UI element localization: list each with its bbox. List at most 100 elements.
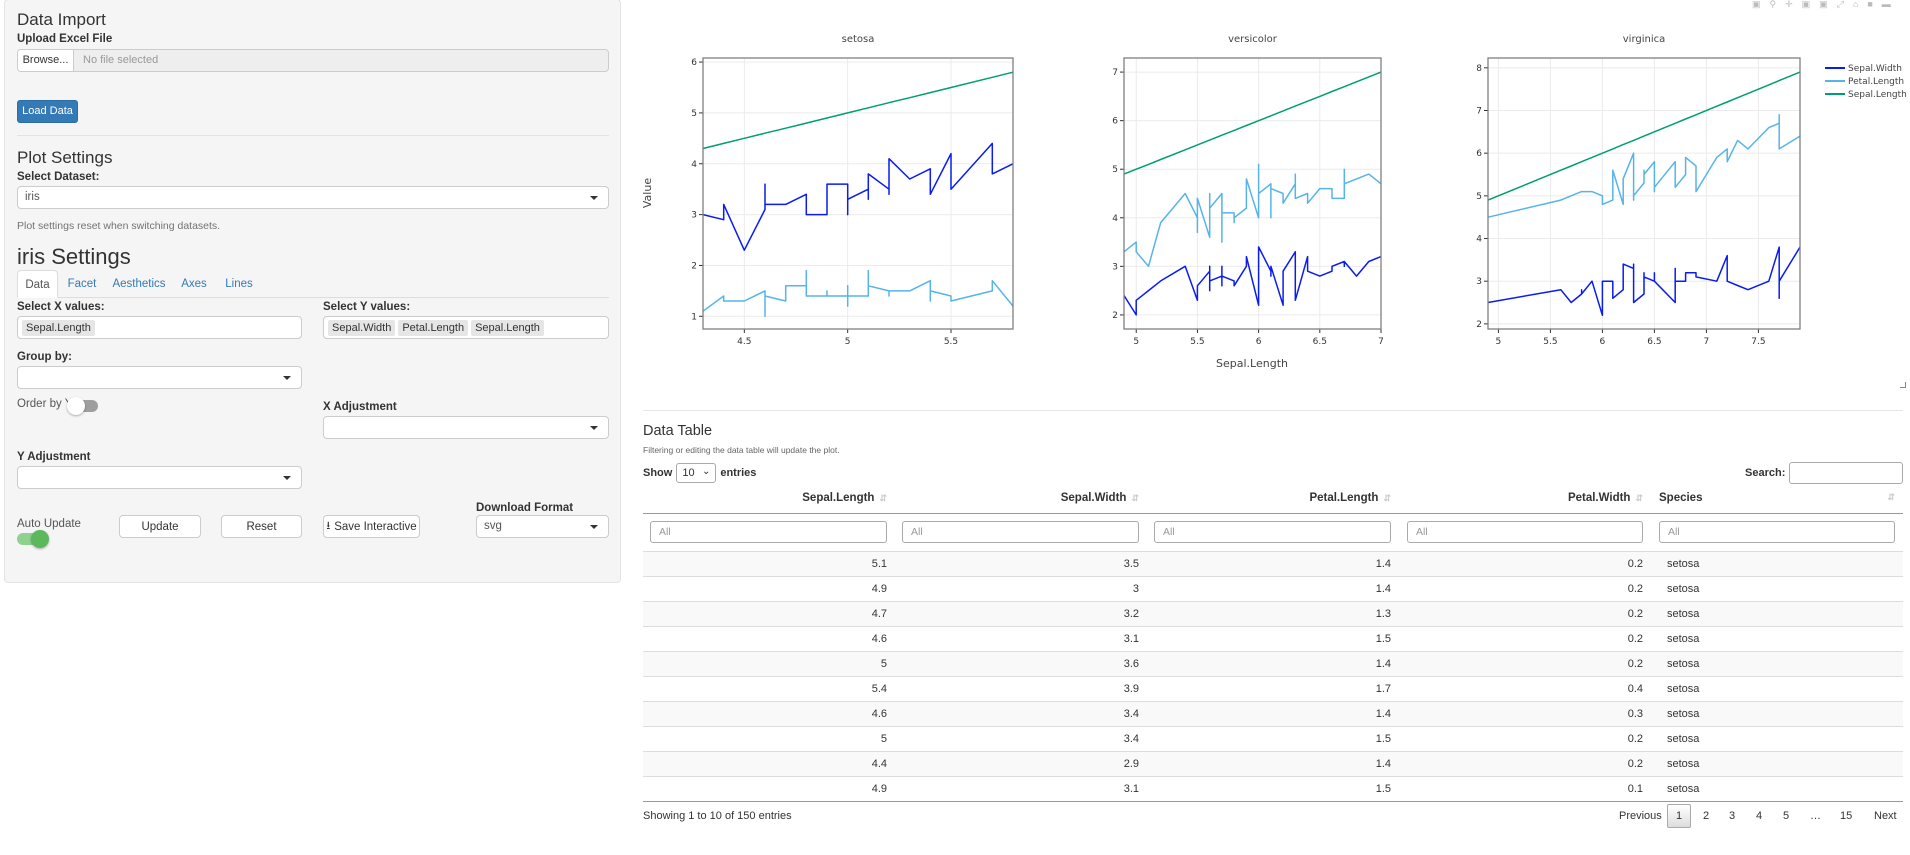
x-values-input[interactable]: Sepal.Length bbox=[17, 316, 302, 339]
y-tick-label: 6 bbox=[1112, 117, 1118, 127]
resize-handle[interactable] bbox=[1900, 382, 1906, 388]
table-row[interactable]: 4.6 3.4 1.4 0.3 setosa bbox=[643, 701, 1903, 726]
update-button[interactable]: Update bbox=[119, 515, 201, 538]
pagination-page[interactable]: 2 bbox=[1703, 810, 1710, 822]
upload-label: Upload Excel File bbox=[17, 33, 113, 45]
zoom-in-icon[interactable]: ▣ bbox=[1801, 0, 1811, 9]
x-tick-label: 5.5 bbox=[1543, 337, 1557, 347]
table-cell: 3.5 bbox=[1123, 558, 1139, 570]
tab-aesthetics[interactable]: Aesthetics bbox=[112, 278, 166, 290]
column-header-species[interactable]: Species ⇵ bbox=[1659, 492, 1895, 504]
browse-button[interactable]: Browse... bbox=[18, 50, 74, 71]
load-data-button[interactable]: Load Data bbox=[17, 100, 78, 123]
y-adjustment-select[interactable] bbox=[17, 466, 302, 489]
divider bbox=[643, 410, 1903, 411]
table-bottom-border bbox=[643, 801, 1903, 802]
order-by-y-toggle[interactable] bbox=[67, 397, 98, 415]
file-placeholder: No file selected bbox=[83, 54, 159, 66]
table-row[interactable]: 5.4 3.9 1.7 0.4 setosa bbox=[643, 676, 1903, 701]
column-header-sepal-width[interactable]: Sepal.Width ⇵ bbox=[1060, 492, 1139, 504]
table-cell: setosa bbox=[1667, 633, 1700, 645]
zoom-out-icon[interactable]: ▣ bbox=[1819, 0, 1828, 9]
table-cell: 3.2 bbox=[1123, 608, 1139, 620]
filter-petal-width[interactable]: All bbox=[1407, 521, 1643, 543]
table-cell: 1.5 bbox=[1375, 633, 1391, 645]
dataset-value: iris bbox=[25, 191, 40, 203]
page-length-select[interactable]: 10 ⌄ bbox=[676, 463, 717, 483]
filter-sepal-length[interactable]: All bbox=[650, 521, 887, 543]
pagination-page[interactable]: 4 bbox=[1756, 810, 1763, 822]
compare-icon[interactable]: ▬ bbox=[1881, 0, 1891, 9]
tab-lines[interactable]: Lines bbox=[225, 278, 253, 290]
file-upload-input[interactable]: Browse... No file selected bbox=[17, 49, 609, 72]
filter-species[interactable]: All bbox=[1659, 521, 1895, 543]
series-line-sepal-length bbox=[702, 71, 1014, 150]
y-tick-label: 1 bbox=[691, 312, 697, 322]
filter-petal-length[interactable]: All bbox=[1154, 521, 1391, 543]
auto-update-toggle[interactable] bbox=[17, 530, 49, 548]
search-input[interactable] bbox=[1789, 462, 1903, 484]
pagination-page[interactable]: 3 bbox=[1729, 810, 1736, 822]
table-cell: 5.1 bbox=[871, 558, 887, 570]
filter-sepal-width[interactable]: All bbox=[902, 521, 1139, 543]
x-tick-label: 5.5 bbox=[1190, 337, 1204, 347]
home-icon[interactable]: ⌂ bbox=[1852, 0, 1859, 9]
column-header-petal-width[interactable]: Petal.Width ⇵ bbox=[1567, 492, 1643, 504]
pagination-next[interactable]: Next bbox=[1874, 810, 1897, 822]
x-tick-label: 5 bbox=[1496, 337, 1502, 347]
save-interactive-button[interactable]: ⭳ Save Interactive bbox=[323, 515, 420, 538]
table-row[interactable]: 4.9 3 1.4 0.2 setosa bbox=[643, 576, 1903, 601]
column-header-sepal-length[interactable]: Sepal.Length ⇵ bbox=[802, 492, 887, 504]
y-tick-label: 3 bbox=[1112, 262, 1118, 272]
table-row[interactable]: 5.1 3.5 1.4 0.2 setosa bbox=[643, 551, 1903, 576]
table-cell: 4.6 bbox=[871, 708, 887, 720]
toggle-knob bbox=[31, 530, 49, 548]
series-line-sepal-width bbox=[702, 142, 1014, 251]
hover-icon[interactable]: ■ bbox=[1867, 0, 1873, 9]
table-row[interactable]: 4.7 3.2 1.3 0.2 setosa bbox=[643, 601, 1903, 626]
table-row[interactable]: 4.4 2.9 1.4 0.2 setosa bbox=[643, 751, 1903, 776]
pagination-page-current[interactable]: 1 bbox=[1667, 804, 1691, 828]
column-header-petal-length[interactable]: Petal.Length ⇵ bbox=[1309, 492, 1391, 504]
zoom-icon[interactable]: ⚲ bbox=[1769, 0, 1777, 9]
camera-icon[interactable]: ▣ bbox=[1752, 0, 1761, 9]
pagination-page[interactable]: 5 bbox=[1783, 810, 1790, 822]
y-value-chip[interactable]: Petal.Length bbox=[398, 320, 469, 336]
tab-facet[interactable]: Facet bbox=[67, 278, 97, 290]
tab-data[interactable]: Data bbox=[17, 270, 58, 298]
sort-icon: ⇵ bbox=[1887, 492, 1895, 502]
facet-virginica: 2 3 4 5 6 7 8 5 5.5 6 6.5 7 7.5 virginica bbox=[1476, 34, 1801, 347]
y-tick-label: 4 bbox=[1476, 235, 1482, 245]
y-values-input[interactable]: Sepal.Width Petal.Length Sepal.Length bbox=[323, 316, 609, 339]
data-import-title: Data Import bbox=[17, 10, 106, 29]
group-by-select[interactable] bbox=[17, 366, 302, 389]
dataset-helper-text: Plot settings reset when switching datas… bbox=[17, 220, 221, 232]
x-value-chip[interactable]: Sepal.Length bbox=[22, 320, 95, 336]
table-cell: 0.2 bbox=[1627, 658, 1643, 670]
table-row[interactable]: 5 3.6 1.4 0.2 setosa bbox=[643, 651, 1903, 676]
reset-button[interactable]: Reset bbox=[221, 515, 302, 538]
table-cell: 3.1 bbox=[1123, 633, 1139, 645]
pan-icon[interactable]: ✛ bbox=[1785, 0, 1793, 9]
caret-down-icon bbox=[590, 196, 598, 200]
x-tick-label: 6.5 bbox=[1313, 337, 1327, 347]
x-tick-label: 6 bbox=[1256, 337, 1262, 347]
faceted-line-chart[interactable]: 1 2 3 4 5 6 4.5 5 5.5 setosa 2 3 4 5 6 7 5 5.5 6 6.5 7 versic… bbox=[0, 0, 1910, 400]
tab-axes[interactable]: Axes bbox=[181, 278, 207, 290]
y-tick-label: 8 bbox=[1476, 64, 1482, 74]
table-row[interactable]: 5 3.4 1.5 0.2 setosa bbox=[643, 726, 1903, 751]
autoscale-icon[interactable]: ⤢ bbox=[1836, 0, 1844, 9]
download-format-select[interactable]: svg bbox=[476, 515, 609, 538]
table-row[interactable]: 4.9 3.1 1.5 0.1 setosa bbox=[643, 776, 1903, 801]
pagination-page[interactable]: 15 bbox=[1840, 810, 1853, 822]
x-adjustment-select[interactable] bbox=[323, 416, 609, 439]
y-tick-label: 7 bbox=[1112, 68, 1118, 78]
dataset-select[interactable]: iris bbox=[17, 186, 609, 209]
divider bbox=[17, 135, 609, 136]
table-cell: 0.2 bbox=[1627, 608, 1643, 620]
y-value-chip[interactable]: Sepal.Width bbox=[328, 320, 396, 336]
pagination-previous[interactable]: Previous bbox=[1619, 810, 1662, 822]
table-row[interactable]: 4.6 3.1 1.5 0.2 setosa bbox=[643, 626, 1903, 651]
download-format-value: svg bbox=[484, 520, 502, 532]
y-value-chip[interactable]: Sepal.Length bbox=[471, 320, 544, 336]
